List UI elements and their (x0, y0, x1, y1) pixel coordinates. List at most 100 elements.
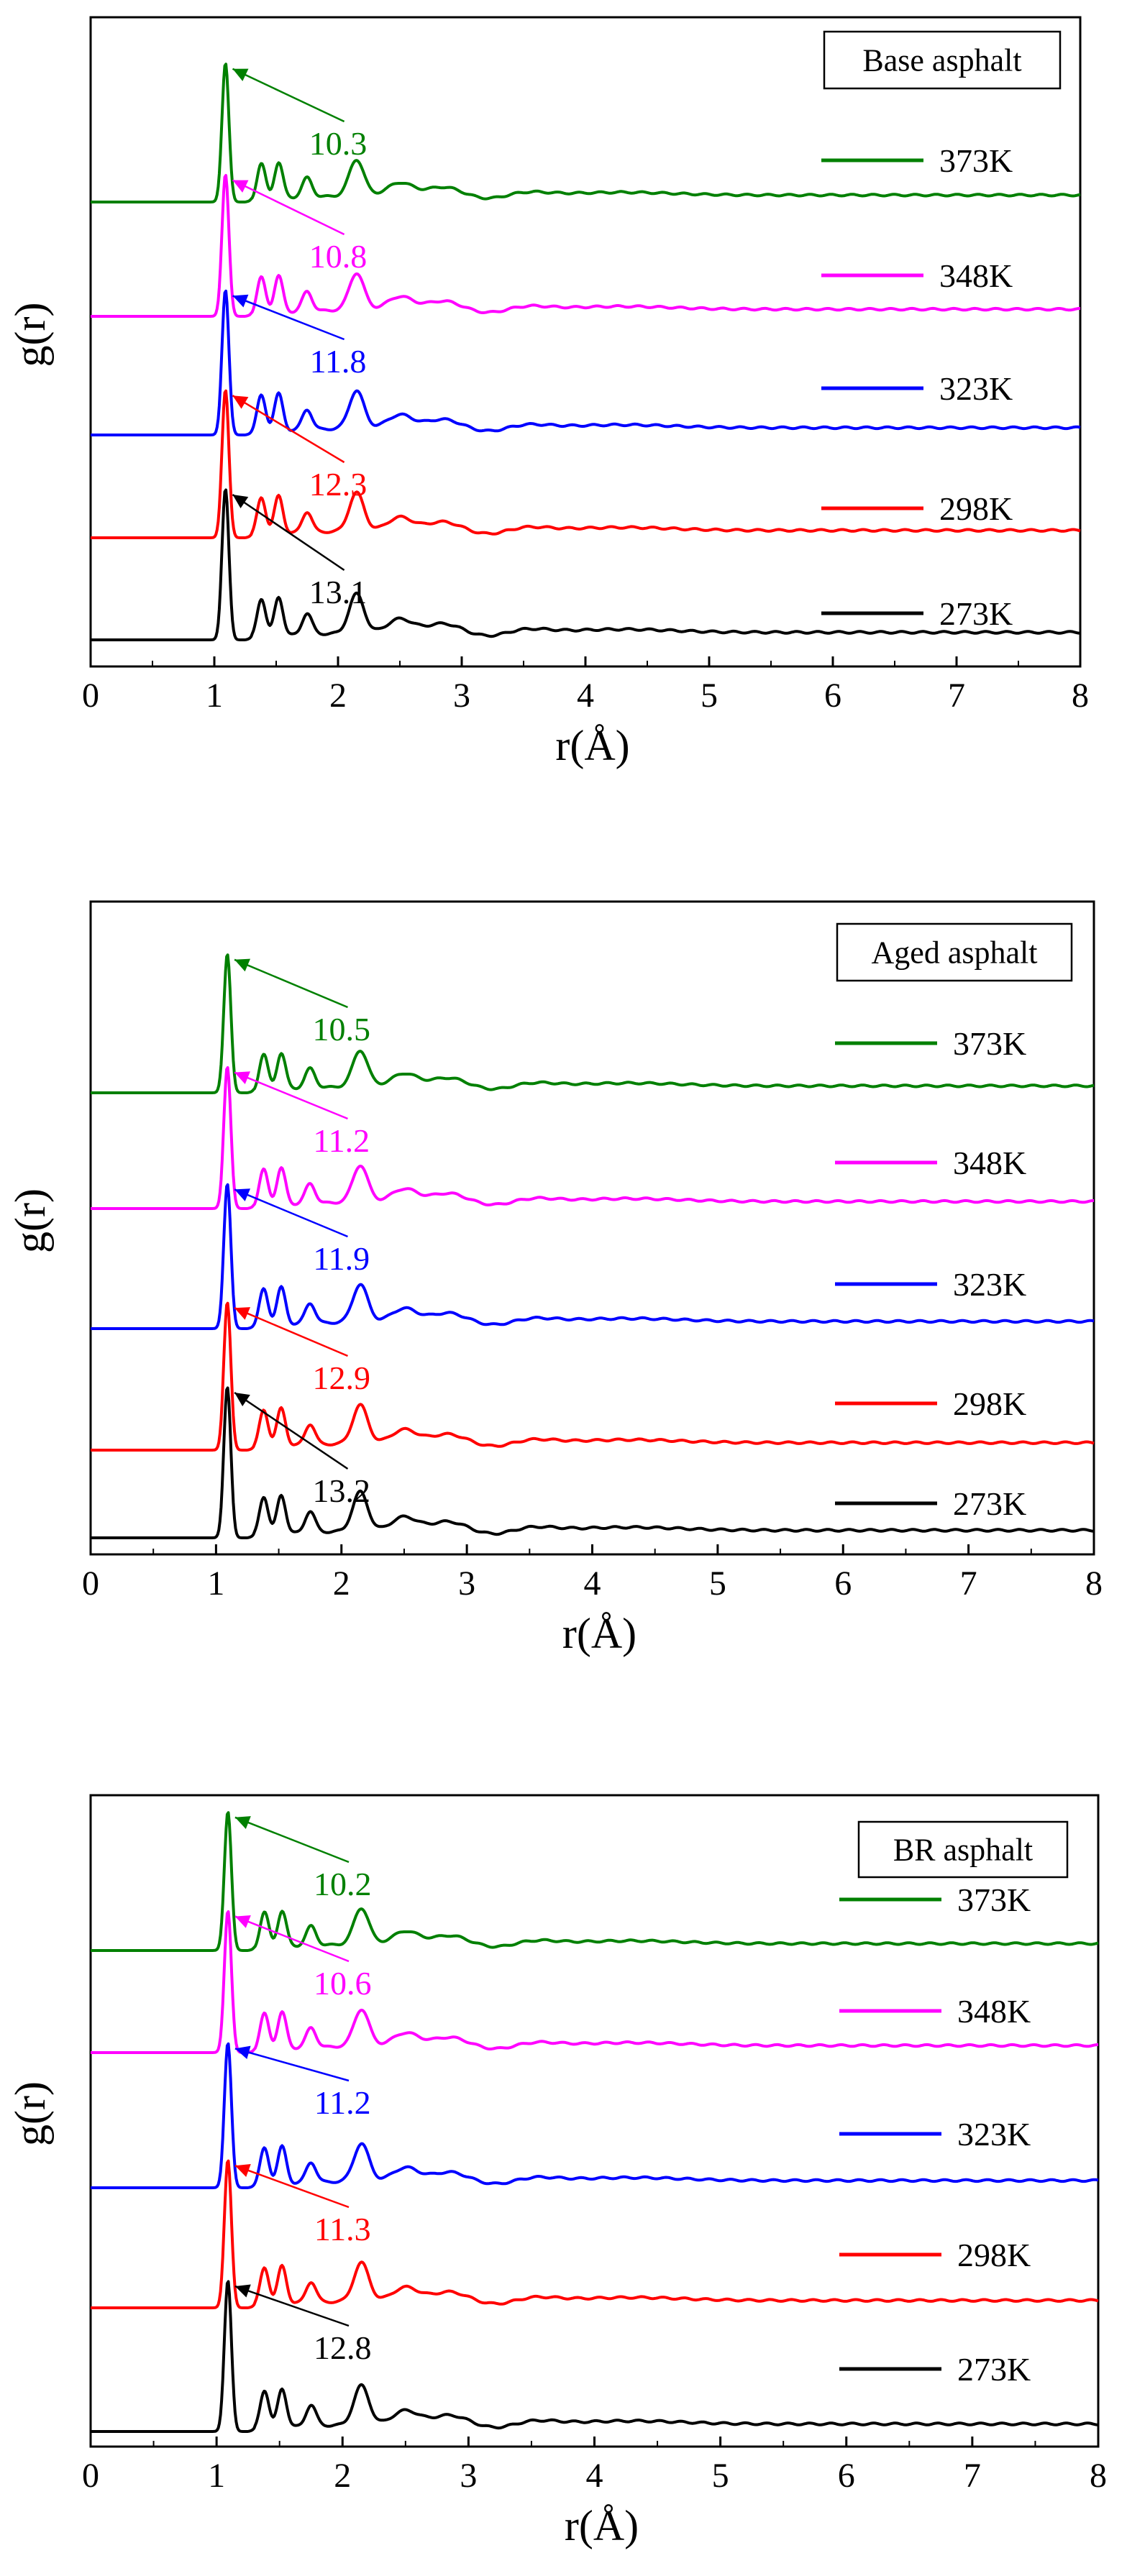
peak-arrow (232, 493, 345, 572)
series-line-373K (90, 1811, 1099, 1952)
peak-label-273K: 12.8 (314, 2329, 372, 2366)
peak-arrow (234, 2048, 350, 2082)
legend-label-323K: 323K (957, 2116, 1031, 2153)
peak-arrowhead (232, 395, 249, 409)
x-tick-label: 7 (964, 2457, 981, 2495)
peak-arrow (234, 1071, 348, 1120)
series-line-323K (90, 289, 1081, 436)
legend-label-373K: 373K (939, 142, 1013, 179)
peak-arrowhead (234, 1915, 251, 1928)
peak-label-323K: 11.8 (310, 343, 367, 380)
peak-arrow (234, 1816, 350, 1864)
peak-arrow (234, 1915, 350, 1963)
plot-frame (89, 16, 1082, 668)
x-tick-label: 7 (948, 677, 965, 715)
x-axis-label: r(Å) (562, 1610, 636, 1657)
x-tick-label: 2 (334, 2457, 351, 2495)
x-tick-label: 0 (82, 1564, 99, 1603)
peak-label-348K: 11.2 (313, 1122, 370, 1159)
legend-label-298K: 298K (939, 490, 1013, 527)
series-line-298K (90, 2159, 1099, 2309)
series-line-323K (90, 1183, 1095, 1330)
legend-label-273K: 273K (939, 595, 1013, 632)
series-line-273K (90, 488, 1081, 641)
peak-arrow (234, 1188, 348, 1238)
peak-arrow (232, 395, 345, 464)
legend-label-348K: 348K (953, 1145, 1026, 1181)
legend-label-373K: 373K (953, 1025, 1026, 1062)
peak-arrowhead (232, 294, 249, 308)
peak-label-298K: 12.9 (313, 1360, 371, 1396)
x-tick-label: 2 (329, 677, 347, 715)
peak-arrowhead (234, 2164, 251, 2177)
chart-panel-1: 0 1 2 3 4 5 6 7 8 r(Å) g(r) Base asphalt 10.3 373K 10.… (6, 16, 1089, 769)
x-tick-label: 0 (82, 2457, 99, 2495)
legend-label-323K: 323K (953, 1266, 1026, 1303)
chart-panel-3: 0 1 2 3 4 5 6 7 8 r(Å) g(r) BR asphalt 10.2 373K 10.6 3… (6, 1794, 1107, 2549)
x-tick-label: 0 (82, 677, 99, 715)
peak-arrowhead (232, 495, 249, 509)
series-line-348K (90, 1066, 1095, 1210)
x-tick-label: 6 (834, 1564, 852, 1603)
legend-label-273K: 273K (953, 1485, 1026, 1522)
peak-label-373K: 10.3 (309, 125, 368, 162)
x-tick-label: 2 (333, 1564, 350, 1603)
peak-arrowhead (234, 1188, 251, 1201)
x-tick-label: 8 (1090, 2457, 1107, 2495)
peak-label-373K: 10.5 (313, 1011, 371, 1048)
x-tick-label: 8 (1072, 677, 1089, 715)
peak-arrow (232, 179, 345, 236)
panel-title: Aged asphalt (872, 935, 1038, 971)
peak-arrow (232, 295, 345, 341)
peak-arrowhead (234, 2284, 251, 2298)
x-tick-label: 4 (577, 677, 594, 715)
x-tick-label: 4 (584, 1564, 601, 1603)
peak-arrowhead (234, 1071, 251, 1084)
plot-frame (89, 1794, 1100, 2448)
x-tick-label: 4 (586, 2457, 603, 2495)
peak-arrowhead (232, 180, 249, 193)
legend-label-373K: 373K (957, 1881, 1031, 1918)
peak-label-273K: 13.2 (313, 1472, 371, 1509)
peak-arrow (234, 958, 348, 1009)
peak-label-348K: 10.8 (309, 238, 368, 275)
x-tick-label: 5 (709, 1564, 726, 1603)
peak-arrowhead (234, 1307, 251, 1320)
peak-label-323K: 11.2 (314, 2084, 371, 2121)
plot-frame (89, 900, 1095, 1556)
panel-title-box (836, 922, 1073, 982)
x-tick-label: 1 (208, 2457, 225, 2495)
series-line-348K (90, 1910, 1099, 2054)
peak-arrowhead (234, 1393, 250, 1407)
series-line-373K (90, 63, 1081, 203)
peak-label-348K: 10.6 (314, 1965, 372, 2002)
peak-arrow (234, 2285, 350, 2327)
x-tick-label: 6 (838, 2457, 855, 2495)
series-line-273K (90, 1386, 1095, 1539)
peak-arrow (234, 1391, 349, 1470)
peak-label-298K: 11.3 (314, 2211, 371, 2247)
x-tick-label: 1 (207, 1564, 224, 1603)
series-line-348K (90, 174, 1081, 318)
peak-arrow (234, 2165, 350, 2209)
legend-label-348K: 348K (957, 1993, 1031, 2030)
peak-arrowhead (234, 2045, 251, 2059)
peak-arrow (234, 1307, 348, 1357)
peak-label-273K: 13.1 (309, 574, 368, 610)
series-line-298K (90, 389, 1081, 539)
legend-label-323K: 323K (939, 370, 1013, 407)
panel-title-box (857, 1820, 1069, 1879)
x-tick-label: 3 (458, 1564, 475, 1603)
x-tick-label: 7 (960, 1564, 977, 1603)
series-line-373K (90, 953, 1095, 1094)
series-line-323K (90, 2042, 1099, 2189)
legend-label-298K: 298K (953, 1385, 1026, 1422)
y-axis-label: g(r) (6, 2081, 54, 2146)
legend-label-298K: 298K (957, 2237, 1031, 2273)
y-axis-label: g(r) (6, 1188, 54, 1253)
panel-title: BR asphalt (893, 1833, 1033, 1868)
peak-label-373K: 10.2 (314, 1866, 372, 1902)
peak-arrowhead (234, 1816, 251, 1829)
x-tick-label: 3 (453, 677, 470, 715)
